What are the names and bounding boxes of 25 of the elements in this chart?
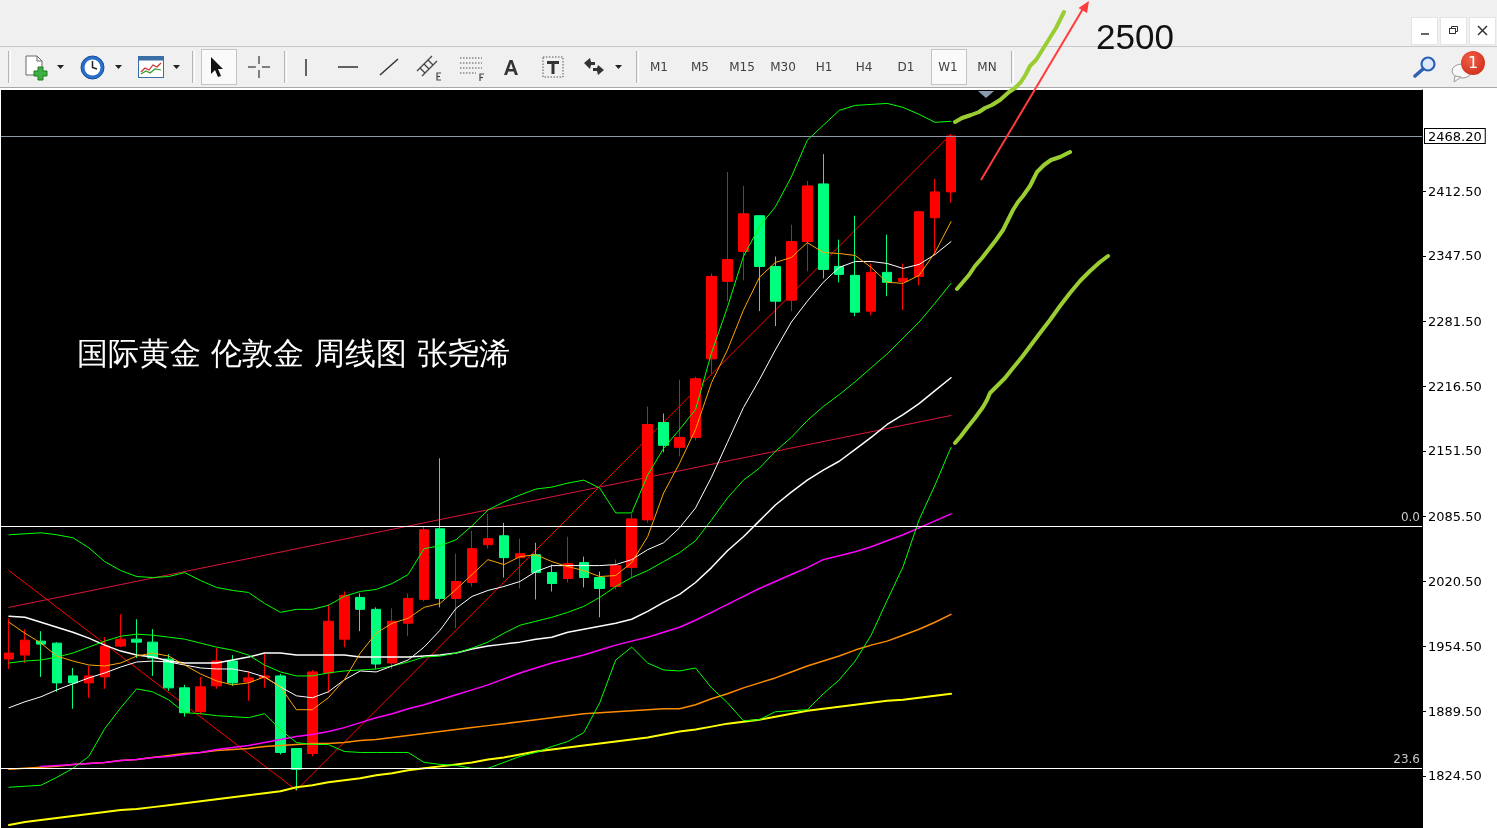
text: H1 — [814, 59, 834, 75]
text: H4 — [854, 59, 874, 75]
ref-line-label: 2468.20 — [1428, 128, 1482, 144]
text: 国际黄金 伦敦金 周线图 张尧浠 — [77, 334, 510, 371]
text: W1 — [937, 59, 959, 75]
y-tick-label: 2412.50 — [1428, 183, 1482, 199]
y-tick-label: 2020.50 — [1428, 573, 1482, 589]
y-tick-label: 1889.50 — [1428, 703, 1482, 719]
annotation: 0.0 — [1399, 509, 1420, 524]
annotation: 23.6 — [1392, 752, 1420, 767]
text: 2500 — [1096, 17, 1174, 56]
y-tick-label: 2216.50 — [1428, 378, 1482, 394]
text: M5 — [690, 59, 710, 75]
text: M15 — [728, 59, 756, 75]
y-tick-label: 2151.50 — [1428, 443, 1482, 459]
text: MN — [976, 59, 998, 75]
text: D1 — [896, 59, 916, 75]
y-tick-label: 2085.50 — [1428, 508, 1482, 524]
y-tick-label: 2347.50 — [1428, 248, 1482, 264]
text: M1 — [649, 59, 669, 75]
y-tick-label: 1954.50 — [1428, 639, 1482, 655]
notification-badge: 1 — [1461, 51, 1485, 75]
y-tick-label: 2281.50 — [1428, 314, 1482, 330]
y-tick-label: 1824.50 — [1428, 768, 1482, 784]
text: M30 — [769, 59, 797, 75]
